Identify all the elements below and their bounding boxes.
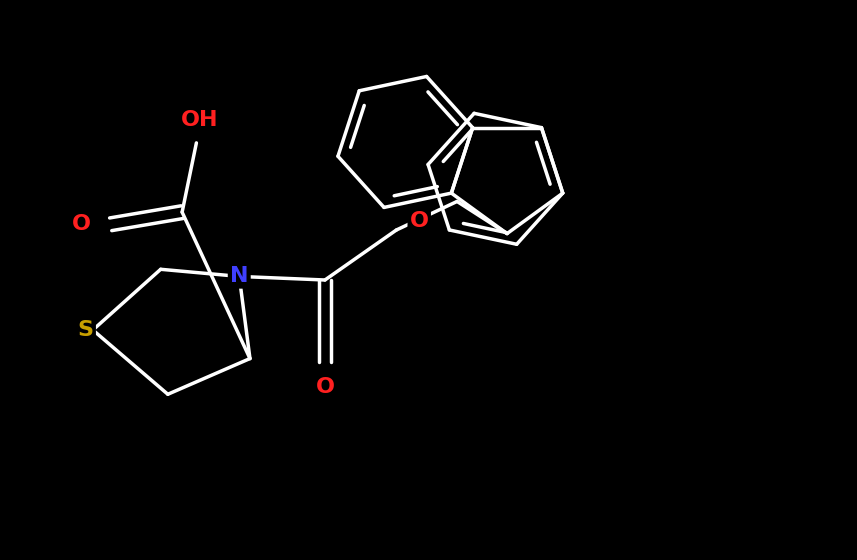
Text: S: S — [78, 320, 93, 340]
Text: OH: OH — [181, 110, 219, 130]
Text: O: O — [315, 377, 334, 397]
Text: O: O — [410, 212, 428, 231]
Text: O: O — [72, 214, 91, 234]
Text: N: N — [230, 267, 249, 286]
